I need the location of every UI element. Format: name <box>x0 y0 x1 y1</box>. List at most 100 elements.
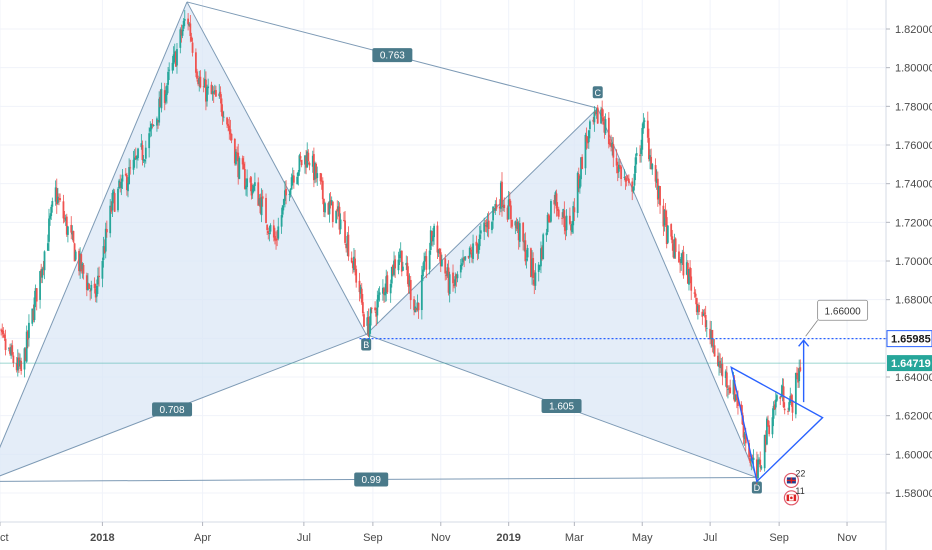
candle-down <box>0 329 3 331</box>
candle-up <box>461 263 463 267</box>
candle-up <box>437 249 440 254</box>
candle-down <box>670 224 673 237</box>
time-tick-label: Apr <box>194 532 211 544</box>
candle-down <box>221 111 224 117</box>
candle-up <box>545 232 548 236</box>
harmonic-pattern[interactable]: 0.708 0.763 1.605 0.99 B C D <box>0 1 762 494</box>
candle-down <box>98 275 100 278</box>
candle-up <box>314 162 316 180</box>
candle-up <box>655 178 658 183</box>
candle-up <box>277 226 280 239</box>
candle-up <box>399 250 402 256</box>
candle-down <box>78 250 80 272</box>
current-price-tag: 1.64719 <box>891 358 931 370</box>
candle-down <box>407 275 410 287</box>
candle-up <box>118 180 120 189</box>
drawing-overlays[interactable]: 1.66000 22 11 <box>0 299 886 506</box>
candle-down <box>257 182 260 206</box>
candle-down <box>678 251 680 263</box>
pattern-leg-bc[interactable] <box>365 107 599 335</box>
pattern-leg-ab[interactable] <box>186 1 367 335</box>
candle-up <box>23 348 26 370</box>
time-tick-label: Nov <box>837 532 857 544</box>
candle-up <box>758 459 761 462</box>
time-tick-label: Sep <box>363 532 383 544</box>
candle-down <box>308 162 311 166</box>
candle-down <box>495 204 498 209</box>
candle-down <box>515 222 518 229</box>
candle-up <box>538 265 541 267</box>
pattern-point-label: D <box>754 483 761 493</box>
candle-up <box>794 372 797 415</box>
candle-up <box>127 183 129 192</box>
candle-down <box>564 225 567 231</box>
candle-up <box>160 88 163 109</box>
candle-up <box>623 176 626 178</box>
candle-down <box>541 247 543 259</box>
candle-down <box>415 308 418 311</box>
ratio-label: 0.708 <box>160 405 185 416</box>
candle-down <box>759 459 762 468</box>
candle-up <box>258 198 261 205</box>
candle-down <box>742 422 745 438</box>
price-tick-label: 1.76000 <box>895 140 932 152</box>
candle-up <box>56 196 59 203</box>
target-callout-box[interactable] <box>817 299 869 321</box>
candle-up <box>111 192 114 211</box>
candle-down <box>693 292 696 294</box>
candle-up <box>168 69 171 71</box>
candle-down <box>59 198 62 201</box>
time-axis[interactable]: Oct 2018 Apr Jul Sep Nov 2019 Mar May Jul Sep Nov <box>0 522 857 544</box>
candle-down <box>601 108 604 117</box>
candle-down <box>548 221 551 223</box>
candle-up <box>499 182 502 209</box>
candle-up <box>632 186 635 192</box>
candle-up <box>213 90 216 93</box>
candle-up <box>71 232 74 235</box>
candle-up <box>633 173 636 186</box>
price-axis[interactable]: 1.82000 1.80000 1.78000 1.76000 1.74000 1.720… <box>886 24 932 500</box>
candle-down <box>265 197 267 224</box>
candle-down <box>124 173 127 176</box>
time-tick-label: Oct <box>0 532 9 544</box>
candle-down <box>347 234 350 257</box>
price-tick-label: 1.70000 <box>895 256 932 268</box>
price-tick-label: 1.64000 <box>895 372 932 384</box>
canada-flag-bar-right <box>793 494 796 501</box>
price-tick-label: 1.60000 <box>895 449 932 461</box>
candle-up <box>339 219 342 230</box>
candle-down <box>370 307 373 309</box>
candle-up <box>651 163 654 170</box>
candle-down <box>506 207 509 220</box>
candle-up <box>316 173 319 179</box>
candle-down <box>768 425 771 435</box>
candle-down <box>319 172 322 182</box>
pattern-leg-xa[interactable] <box>0 1 188 481</box>
candle-up <box>734 394 737 401</box>
candle-down <box>444 258 447 274</box>
time-tick-label: Jul <box>297 532 311 544</box>
candle-down <box>205 79 207 102</box>
candle-up <box>207 86 210 89</box>
candle-down <box>592 119 595 122</box>
candle-up <box>649 155 651 161</box>
candle-up <box>685 262 688 275</box>
candle-down <box>202 86 205 88</box>
candle-down <box>725 372 728 388</box>
candle-up <box>580 157 582 180</box>
candle-up <box>268 232 271 235</box>
candle-down <box>547 214 550 222</box>
candle-down <box>157 120 159 121</box>
candle-down <box>180 29 183 36</box>
candle-down <box>417 302 420 311</box>
candle-up <box>589 121 591 130</box>
candle-up <box>366 317 369 326</box>
symmetrical-triangle[interactable] <box>730 365 824 483</box>
candle-down <box>686 262 689 284</box>
candle-up <box>727 389 729 390</box>
candle-down <box>773 404 776 410</box>
candle-down <box>631 181 634 192</box>
candle-up <box>291 175 294 178</box>
candle-up <box>121 174 124 182</box>
